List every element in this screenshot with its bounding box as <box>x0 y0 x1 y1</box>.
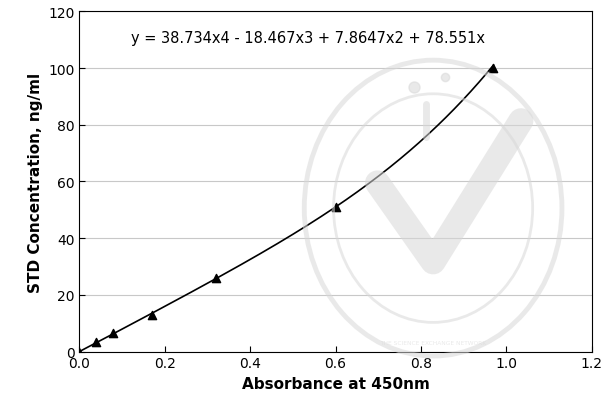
X-axis label: Absorbance at 450nm: Absorbance at 450nm <box>242 376 429 391</box>
Point <box>109 330 118 337</box>
Text: y = 38.734x4 - 18.467x3 + 7.8647x2 + 78.551x: y = 38.734x4 - 18.467x3 + 7.8647x2 + 78.… <box>131 31 484 46</box>
Point <box>211 275 221 281</box>
Text: THE SCIENCE EXCHANGE NETWORK: THE SCIENCE EXCHANGE NETWORK <box>380 340 486 345</box>
Point <box>74 348 84 355</box>
Point <box>331 204 340 211</box>
Y-axis label: STD Concentration, ng/ml: STD Concentration, ng/ml <box>27 72 43 292</box>
Point <box>92 339 101 345</box>
Point <box>147 312 157 318</box>
Point <box>489 65 498 72</box>
